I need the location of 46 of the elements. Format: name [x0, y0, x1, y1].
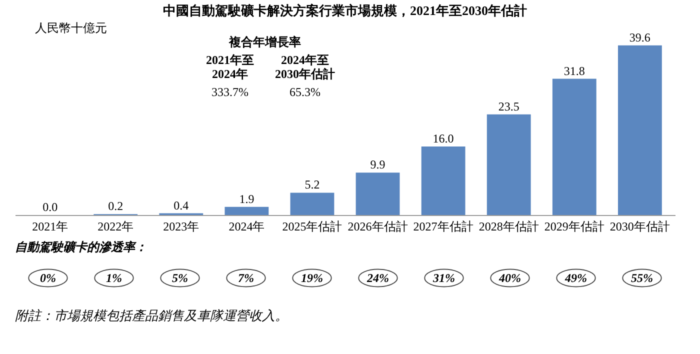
data-label: 1.9 — [239, 192, 254, 206]
text: 19% — [301, 271, 323, 285]
data-label: 23.5 — [498, 99, 520, 114]
x-tick-label: 2025年估計 — [282, 220, 342, 234]
text: 自動駕駛礦卡的滲透率： — [15, 240, 147, 254]
text: 附註：市場規模包括產品銷售及車隊運營收入。 — [15, 308, 288, 323]
text: 24% — [366, 271, 389, 285]
annotation: 333.7% — [212, 85, 248, 99]
bar — [618, 45, 662, 215]
x-tick-label: 2027年估計 — [413, 220, 474, 234]
bar — [224, 206, 269, 215]
bar — [486, 114, 531, 215]
x-tick-label: 2021年 — [32, 220, 68, 234]
text: 49% — [564, 271, 587, 285]
x-tick-label: 2022年 — [98, 220, 134, 234]
annotation: 2024年至 2030年估計 — [275, 53, 335, 81]
text: 55% — [631, 271, 653, 285]
data-label: 0.2 — [108, 199, 124, 214]
text: 0% — [40, 271, 56, 285]
data-label: 0.0 — [42, 200, 58, 214]
data-label: 31.8 — [564, 64, 585, 78]
data-label: 16.0 — [432, 131, 454, 146]
text: 1% — [106, 271, 122, 285]
text: 5% — [172, 271, 188, 285]
bar — [552, 78, 596, 215]
x-tick-label: 2023年 — [163, 220, 200, 234]
data-label: 0.4 — [174, 198, 189, 212]
annotation: 複合年增長率 — [228, 35, 301, 49]
annotation: 2021年至 2024年 — [206, 53, 254, 81]
data-label: 9.9 — [370, 158, 386, 172]
data-label: 5.2 — [304, 178, 320, 192]
x-tick-label: 2030年估計 — [610, 220, 670, 234]
text: 31% — [432, 271, 455, 285]
chart-title: 中國自動駕駛礦卡解決方案行業市場規模，2021年至2030年估計 — [163, 3, 527, 18]
x-tick-label: 2024年 — [228, 220, 265, 234]
x-tick-label: 2029年估計 — [544, 220, 604, 234]
annotation: 65.3% — [290, 85, 320, 99]
text: 7% — [238, 271, 254, 285]
bar — [421, 146, 466, 215]
y-axis-title: 人民幣十億元 — [35, 21, 107, 35]
data-label: 39.6 — [629, 30, 650, 44]
bar — [290, 192, 334, 215]
bar — [356, 172, 400, 215]
x-tick-label: 2026年估計 — [348, 220, 408, 234]
x-tick-label: 2028年估計 — [478, 220, 539, 234]
text: 40% — [498, 271, 521, 285]
